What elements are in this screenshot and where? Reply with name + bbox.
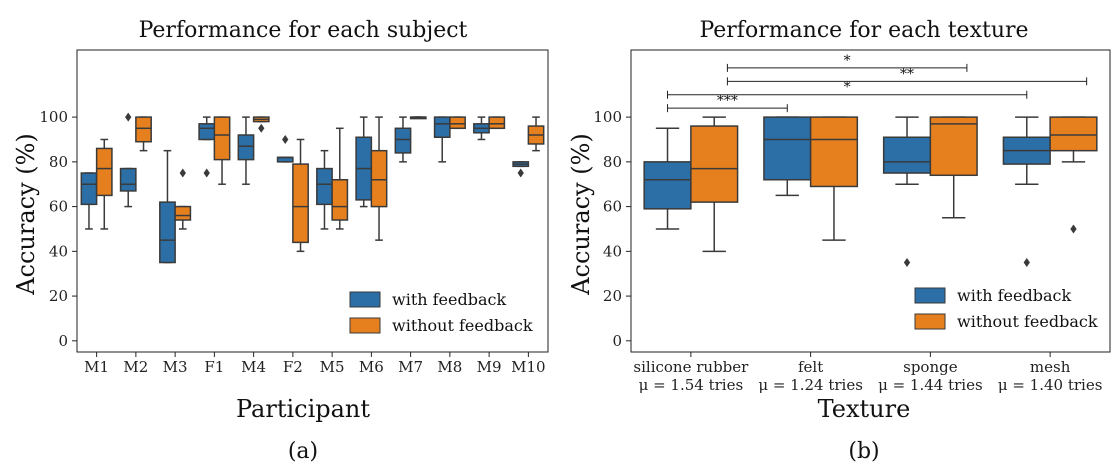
chart0-box [331, 178, 349, 221]
chart0-box [449, 116, 466, 130]
chart1-legend-label: with feedback [957, 286, 1071, 305]
chart1-x-tick-sublabel: μ = 1.40 tries [998, 376, 1103, 394]
subject-chart: Performance for each subject Participant… [12, 18, 549, 464]
chart1-significance-label: *** [717, 93, 738, 109]
chart0-box [488, 116, 506, 130]
chart0-box [119, 167, 137, 192]
chart0-x-tick-label: M10 [511, 358, 545, 376]
chart0-plot-frame [76, 49, 549, 353]
chart0-x-tick-label: M3 [163, 358, 188, 376]
chart0-box [433, 116, 451, 138]
chart0-legend-swatch [349, 317, 381, 334]
chart1-legend-label: without feedback [957, 312, 1098, 331]
chart1-y-tick-label: 100 [593, 108, 622, 126]
chart0-box [213, 116, 231, 161]
chart0-outlier [258, 123, 265, 133]
chart1-legend-swatch [914, 287, 946, 304]
chart1-x-tick-label: mesh [1030, 358, 1071, 376]
chart1-legend-swatch [914, 313, 946, 330]
chart0-box [135, 116, 152, 143]
chart0-box [316, 167, 333, 206]
chart0-x-tick-label: M9 [477, 358, 502, 376]
chart1-significance-label: * [844, 53, 851, 69]
chart-title-a: Performance for each subject [139, 18, 468, 43]
chart1-box [763, 116, 812, 181]
chart1-outlier [1070, 224, 1077, 234]
chart1-outlier [903, 258, 911, 268]
chart1-box [1049, 116, 1098, 152]
chart0-y-tick-label: 100 [39, 108, 68, 126]
chart0-legend-label: without feedback [392, 316, 533, 335]
chart0-box [394, 127, 412, 154]
chart1-x-tick-sublabel: μ = 1.44 tries [878, 376, 983, 394]
chart0-box [237, 134, 255, 161]
chart0-x-tick-label: M5 [320, 358, 345, 376]
chart1-y-tick-label: 60 [603, 198, 622, 216]
x-axis-label-b: Texture [818, 395, 911, 423]
chart0-y-tick-label: 0 [58, 332, 68, 350]
chart1-y-tick-label: 20 [603, 287, 622, 305]
chart0-box [370, 149, 388, 208]
chart1-x-tick-label: felt [798, 358, 823, 376]
y-axis-label-a: Accuracy (%) [12, 133, 40, 296]
chart0-outlier [179, 168, 186, 178]
chart0-x-tick-label: F2 [283, 358, 303, 376]
chart0-box [174, 205, 192, 221]
subfigure-label-a: (a) [288, 439, 318, 464]
texture-chart: Performance for each texture Texture Acc… [567, 18, 1111, 464]
subfigure-label-b: (b) [848, 439, 879, 464]
chart0-x-tick-label: M8 [437, 358, 462, 376]
chart1-x-tick-label: sponge [903, 358, 958, 376]
chart1-box [690, 125, 739, 203]
y-axis-label-b: Accuracy (%) [567, 133, 595, 296]
chart1-x-tick-label: silicone rubber [633, 358, 749, 376]
chart0-y-tick-label: 20 [49, 287, 68, 305]
chart1-box [643, 161, 692, 210]
chart1-plot-frame [630, 49, 1111, 353]
chart1-y-tick-label: 0 [612, 332, 622, 350]
chart0-y-tick-label: 60 [49, 198, 68, 216]
chart1-x-tick-sublabel: μ = 1.54 tries [639, 376, 744, 394]
chart0-outlier [203, 168, 210, 178]
chart1-significance-label: ** [900, 66, 914, 82]
chart1-box [929, 116, 978, 177]
chart1-box [809, 116, 859, 188]
chart0-outlier [125, 112, 132, 122]
chart0-x-tick-label: F1 [204, 358, 224, 376]
chart0-box [80, 172, 98, 206]
chart0-box [198, 123, 216, 141]
chart1-y-tick-label: 40 [603, 242, 622, 260]
x-axis-label-a: Participant [236, 395, 370, 423]
chart1-significance-label: * [844, 80, 851, 96]
chart0-outlier [282, 134, 289, 144]
chart1-outlier [1023, 258, 1030, 268]
chart0-x-tick-label: M4 [241, 358, 266, 376]
chart0-y-tick-label: 40 [49, 242, 68, 260]
chart0-x-tick-label: M1 [84, 358, 109, 376]
chart0-box [292, 163, 309, 244]
chart0-outlier [517, 168, 524, 178]
chart1-y-tick-label: 80 [603, 153, 622, 171]
chart0-x-tick-label: M2 [123, 358, 148, 376]
chart0-box [95, 147, 113, 197]
chart0-x-tick-label: M7 [398, 358, 423, 376]
chart0-x-tick-label: M6 [359, 358, 384, 376]
chart0-box [159, 201, 176, 264]
chart0-legend-swatch [349, 291, 381, 308]
chart1-box [882, 136, 932, 174]
chart0-legend-label: with feedback [392, 290, 506, 309]
chart-title-b: Performance for each texture [699, 18, 1028, 43]
chart0-y-tick-label: 80 [49, 153, 68, 171]
chart1-x-tick-sublabel: μ = 1.24 tries [758, 376, 863, 394]
